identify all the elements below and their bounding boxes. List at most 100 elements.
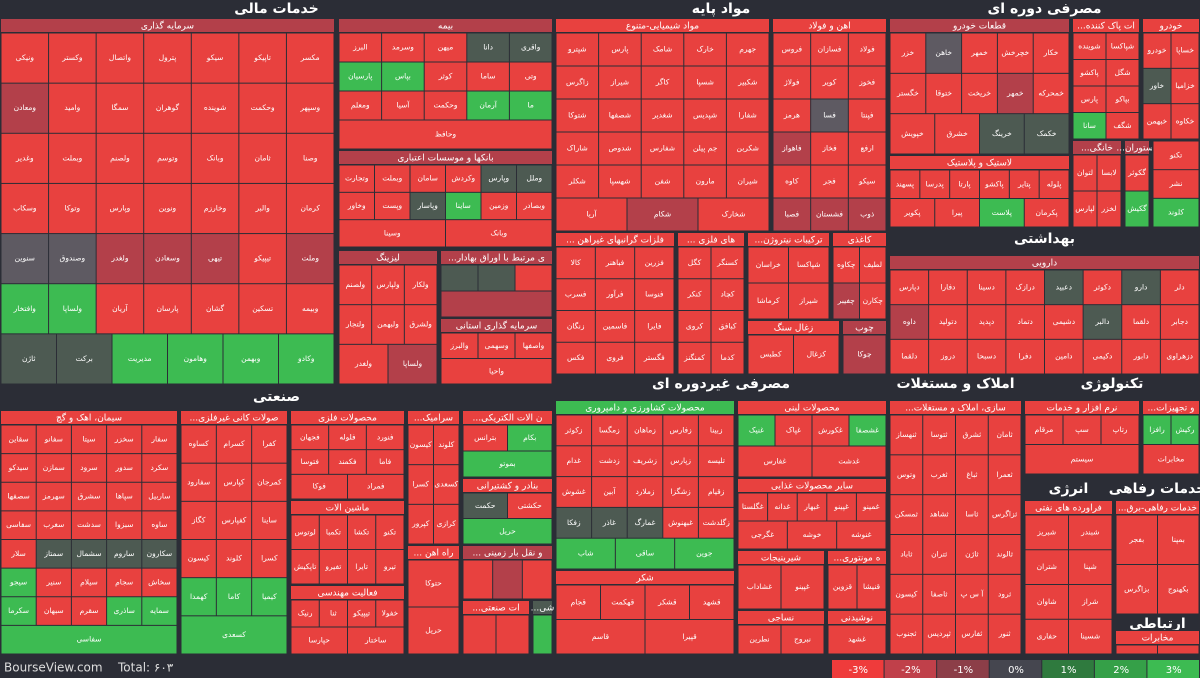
stock-label: زپارس — [670, 456, 691, 465]
stock-label: شکلر — [568, 177, 586, 186]
stock-label: نطرین — [749, 635, 769, 644]
stock-tile — [641, 165, 684, 198]
stock-label: دلر — [1174, 282, 1185, 291]
stock-label: تلیسه — [707, 456, 725, 465]
stock-label: آریا — [586, 209, 597, 219]
stock-tile — [1, 540, 36, 568]
stock-label: خپویش — [901, 129, 924, 138]
stock-tile — [339, 344, 388, 384]
stock-tile — [811, 99, 848, 132]
stock-label: پارس — [611, 45, 628, 54]
stock-tile — [1125, 191, 1149, 227]
stock-tile — [107, 425, 142, 454]
stock-tile — [107, 597, 142, 625]
stock-tile — [434, 425, 459, 465]
stock-label: ختوقا — [935, 89, 952, 98]
stock-tile — [239, 284, 286, 334]
stock-label: سخزر — [114, 434, 134, 443]
stock-tile — [923, 614, 955, 654]
stock-tile — [1073, 113, 1106, 139]
stock-tile — [592, 507, 627, 538]
stock-label: سکرما — [8, 606, 29, 615]
stock-tile — [509, 91, 552, 120]
stock-tile — [635, 311, 674, 342]
stock-label: فجهان — [300, 432, 320, 441]
stock-tile — [663, 446, 698, 477]
stock-tile — [663, 507, 698, 538]
group-title: ...ن الات الکتریکی — [473, 414, 543, 424]
stock-tile — [1, 284, 49, 334]
stock-label: فکس — [567, 353, 585, 362]
stock-label: سقاین — [9, 434, 29, 443]
stock-tile — [1025, 550, 1068, 584]
stock-tile — [319, 600, 347, 627]
stock-label: دسینا — [978, 282, 994, 291]
stock-tile — [446, 220, 552, 247]
stock-tile — [408, 425, 433, 465]
stock-label: شاوان — [1037, 597, 1057, 606]
stock-label: قپیرا — [682, 632, 697, 641]
stock-tile — [738, 625, 781, 654]
group-header — [833, 233, 886, 246]
stock-tile — [509, 62, 552, 91]
stock-tile — [467, 91, 509, 120]
stock-tile — [748, 283, 788, 319]
stock-label: رکیش — [1175, 425, 1194, 434]
stock-label: فولاد — [860, 45, 875, 54]
group-header — [1143, 401, 1199, 414]
stock-label: فخوز — [858, 78, 875, 87]
group-header — [339, 251, 437, 264]
group-header — [556, 571, 734, 584]
stock-label: والبر — [254, 204, 270, 213]
group-title: ماشین الات — [326, 504, 370, 514]
group-title: بانکها و موسسات اعتباری — [397, 154, 493, 164]
stock-label: زقیام — [708, 487, 725, 496]
stock-tile — [463, 560, 493, 599]
stock-tile — [239, 183, 286, 234]
stock-label: ولشرق — [409, 320, 432, 329]
stock-label: ثتوسا — [931, 430, 948, 439]
stock-label: هرمز — [783, 111, 800, 120]
group-header — [890, 156, 1069, 169]
stock-label: سفاسی — [6, 520, 31, 529]
stock-label: وسرمد — [392, 43, 414, 52]
stock-label: ولصنم — [110, 153, 130, 162]
stock-tile — [988, 415, 1021, 455]
stock-label: شاب — [578, 549, 594, 558]
stock-label: وتی — [525, 72, 537, 81]
stock-tile — [339, 120, 552, 149]
stock-label: وامید — [64, 103, 80, 112]
stock-label: خشرق — [946, 129, 968, 138]
stock-tile — [738, 415, 775, 446]
stock-tile — [339, 265, 372, 305]
stock-label: غگلستا — [742, 502, 764, 511]
stock-label: شیراز — [799, 296, 818, 305]
stock-tile — [1, 334, 56, 384]
stock-label: دتولید — [939, 317, 957, 326]
group-header — [843, 321, 886, 334]
stock-tile — [1033, 33, 1069, 73]
stock-label: وسهمی — [485, 341, 509, 350]
stock-tile — [404, 305, 437, 344]
stock-label: مدیریت — [128, 354, 152, 363]
stock-tile — [372, 265, 404, 305]
stock-tile — [962, 33, 997, 73]
stock-tile — [698, 415, 734, 446]
stock-label: سشرق — [78, 492, 101, 501]
stock-tile — [366, 450, 404, 474]
stock-tile — [279, 334, 334, 384]
stock-tile — [36, 425, 71, 454]
stock-tile — [599, 66, 641, 99]
stock-tile — [848, 66, 886, 99]
stock-label: وتوکا — [65, 204, 81, 213]
stock-tile — [191, 234, 239, 284]
stock-label: جهرم — [739, 45, 756, 54]
stock-label: پاکشو — [1079, 68, 1099, 77]
stock-tile — [956, 455, 988, 495]
stock-label: چکاوه — [837, 260, 856, 269]
stock-tile — [382, 33, 424, 62]
stock-label: شکبیر — [737, 78, 757, 87]
group-header — [773, 19, 886, 32]
stock-tile — [191, 33, 239, 83]
stock-tile — [929, 305, 967, 339]
